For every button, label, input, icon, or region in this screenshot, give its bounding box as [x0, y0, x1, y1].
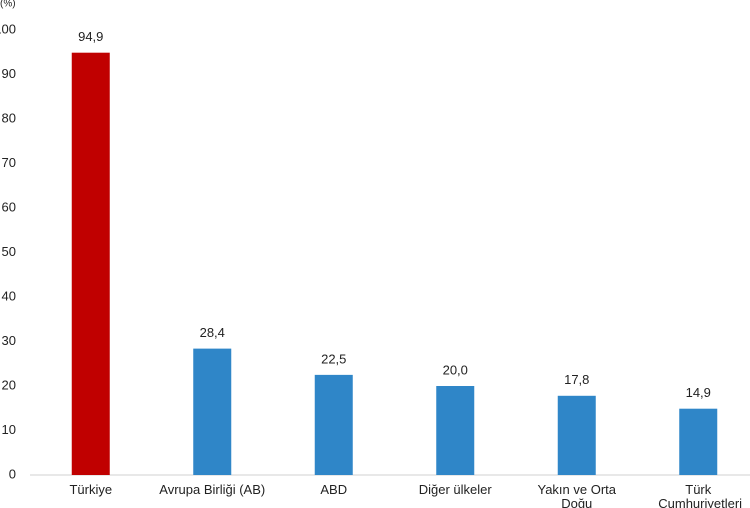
y-tick-label: 60	[2, 199, 16, 214]
y-tick-label: 20	[2, 377, 16, 392]
y-tick-label: 80	[2, 110, 16, 125]
x-tick-label: ABD	[320, 482, 348, 497]
y-tick-label: 40	[2, 288, 16, 303]
bar	[314, 374, 353, 475]
bar	[679, 408, 718, 475]
y-tick-label: 70	[2, 155, 16, 170]
value-label: 17,8	[564, 372, 589, 387]
bar	[436, 386, 475, 475]
x-tick-label: Türk Cumhuriyetleri	[658, 482, 743, 508]
y-tick-label: 100	[0, 21, 16, 36]
bar	[193, 348, 232, 475]
y-unit: (%)	[0, 0, 16, 10]
value-label: 28,4	[200, 325, 225, 340]
x-tick-label: Diğer ülkeler	[418, 482, 492, 497]
y-tick-label: 90	[2, 66, 16, 81]
y-tick-label: 0	[9, 466, 16, 481]
y-tick-label: 30	[2, 333, 16, 348]
value-label: 22,5	[321, 351, 346, 366]
x-tick-label: Yakın ve Orta Doğu	[537, 482, 616, 508]
value-label: 20,0	[443, 362, 468, 377]
value-label: 14,9	[686, 385, 711, 400]
bar	[557, 395, 596, 475]
y-tick-label: 50	[2, 244, 16, 259]
y-tick-label: 10	[2, 422, 16, 437]
bar	[71, 52, 110, 475]
value-label: 94,9	[78, 29, 103, 44]
x-tick-label: Avrupa Birliği (AB)	[159, 482, 266, 497]
x-tick-label: Türkiye	[69, 482, 113, 497]
